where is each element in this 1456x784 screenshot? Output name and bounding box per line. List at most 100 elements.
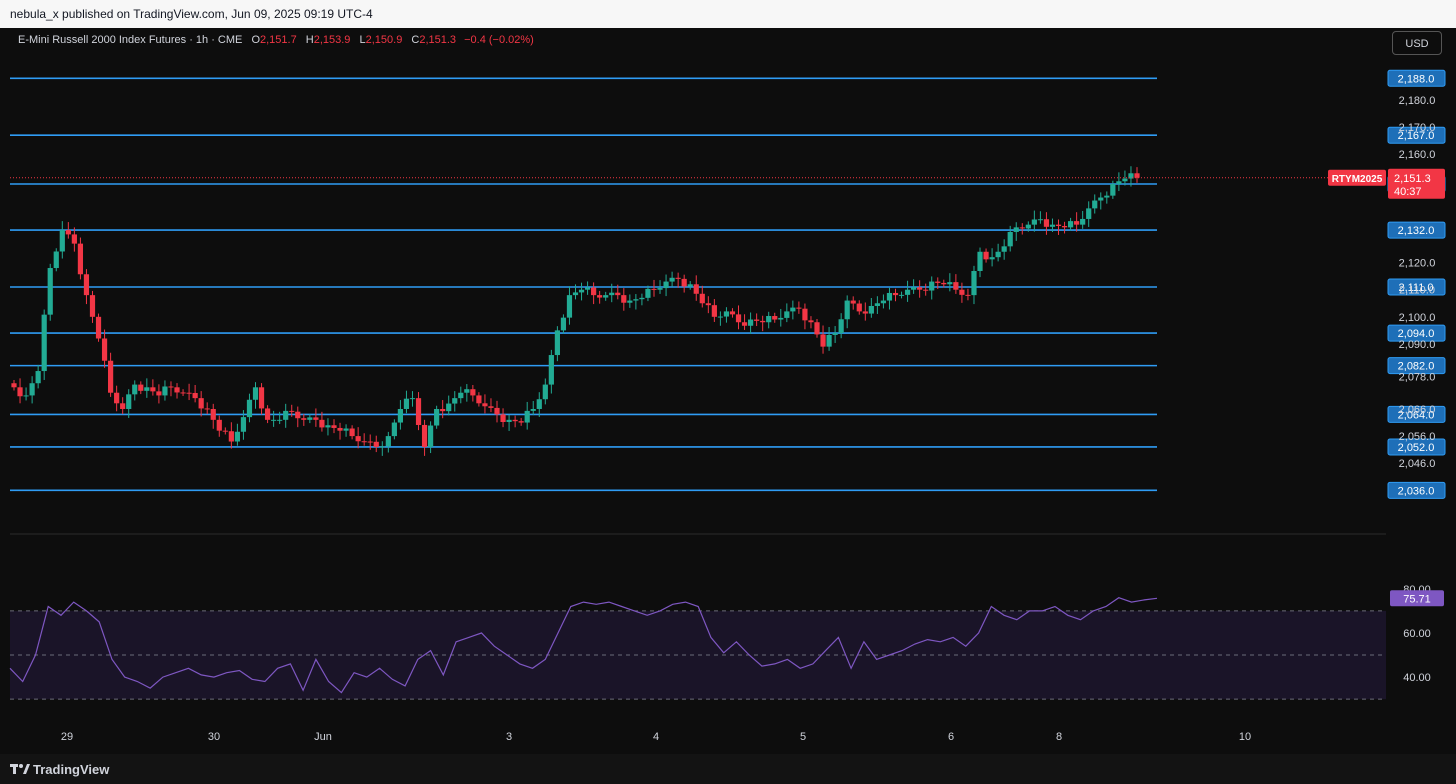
x-tick-label: 10 xyxy=(1239,731,1251,743)
candle-body xyxy=(1061,226,1068,228)
candle-body xyxy=(252,387,259,400)
candle-body xyxy=(337,427,343,431)
candle-body xyxy=(17,387,23,397)
x-tick-label: 4 xyxy=(653,731,659,743)
candle-body xyxy=(1013,227,1019,232)
candle-body xyxy=(77,243,84,275)
candle-body xyxy=(277,419,283,421)
candle-body xyxy=(1104,195,1110,198)
candle-body xyxy=(240,417,247,432)
candle-body xyxy=(826,334,832,347)
candle-body xyxy=(349,428,355,437)
candle-body xyxy=(705,303,711,306)
candle-body xyxy=(542,384,548,400)
candle-body xyxy=(1055,224,1062,227)
level-tag xyxy=(1387,405,1446,423)
candle-body xyxy=(584,287,591,290)
candle-body xyxy=(216,419,222,431)
candle-body xyxy=(156,391,162,396)
candle-body xyxy=(1037,219,1043,221)
candle-body xyxy=(844,300,850,320)
candle-body xyxy=(657,288,663,290)
y-tick-label: 2,046.0 xyxy=(1399,458,1436,470)
candle-body xyxy=(995,251,1001,258)
rsi-value-tag xyxy=(1390,590,1444,607)
candle-body xyxy=(898,294,905,296)
candle-body xyxy=(138,384,144,391)
candle-body xyxy=(965,294,971,296)
rsi-y-tick-label: 40.00 xyxy=(1403,672,1431,684)
candle-body xyxy=(524,410,530,423)
candle-body xyxy=(760,320,766,323)
candle-body xyxy=(1074,221,1080,225)
candle-body xyxy=(198,398,204,409)
candle-body xyxy=(591,287,597,296)
candle-body xyxy=(947,282,953,285)
candle-body xyxy=(307,417,313,420)
level-tag xyxy=(1387,357,1446,375)
candle-body xyxy=(959,289,965,295)
low-value: 2,150.9 xyxy=(365,34,403,46)
candle-body xyxy=(615,292,621,296)
candle-body xyxy=(228,431,234,442)
candle-body xyxy=(180,392,186,394)
candle-body xyxy=(699,293,705,304)
symbol-info[interactable]: E-Mini Russell 2000 Index Futures · 1h ·… xyxy=(18,34,243,46)
candle-body xyxy=(41,314,47,372)
candle-body xyxy=(1128,173,1134,179)
candle-body xyxy=(367,441,373,443)
candle-body xyxy=(941,282,947,285)
publisher-bar: nebula_x published on TradingView.com, J… xyxy=(0,0,1456,28)
change-value: −0.4 (−0.02%) xyxy=(464,34,534,46)
candle-body xyxy=(627,300,633,303)
candle-body xyxy=(440,408,446,412)
candle-body xyxy=(754,319,760,321)
candle-body xyxy=(983,251,989,260)
level-tag xyxy=(1387,126,1446,144)
symbol-tag xyxy=(1328,169,1386,186)
candle-body xyxy=(566,295,573,318)
chart-canvas[interactable]: 2,188.02,167.02,149.02,132.02,111.02,094… xyxy=(0,0,1456,754)
level-tag-label: 2,082.0 xyxy=(1398,361,1435,373)
candle-body xyxy=(108,360,114,393)
candle-body xyxy=(880,300,887,304)
candle-body xyxy=(892,292,899,296)
open-value: 2,151.7 xyxy=(260,34,297,46)
tradingview-logo-icon xyxy=(10,764,30,774)
level-tag-label: 2,188.0 xyxy=(1398,73,1435,85)
y-tick-label: 2,160.0 xyxy=(1399,149,1436,161)
rsi-line xyxy=(9,597,1158,694)
candle-body xyxy=(796,307,802,309)
candle-body xyxy=(1067,221,1074,228)
candle-body xyxy=(929,281,935,291)
candle-body xyxy=(802,308,808,321)
candle-body xyxy=(361,441,367,443)
candle-body xyxy=(409,398,416,400)
candle-body xyxy=(784,311,790,318)
candle-body xyxy=(729,311,736,315)
candle-body xyxy=(71,234,77,244)
candle-body xyxy=(874,303,880,306)
currency-button[interactable]: USD xyxy=(1392,31,1442,55)
candle-body xyxy=(1019,227,1025,229)
level-tag xyxy=(1387,221,1446,239)
candle-body xyxy=(886,292,893,301)
candle-body xyxy=(554,330,560,356)
candle-body xyxy=(1031,219,1037,225)
candle-body xyxy=(295,411,301,419)
candle-body xyxy=(343,428,349,431)
candle-body xyxy=(645,288,651,298)
candle-body xyxy=(536,399,542,409)
level-tag-label: 2,094.0 xyxy=(1398,328,1435,340)
last-price-label: 2,151.3 xyxy=(1394,173,1431,185)
candle-body xyxy=(47,268,53,315)
level-tag xyxy=(1387,278,1446,296)
candle-body xyxy=(572,292,579,296)
candle-body xyxy=(506,419,512,422)
candle-body xyxy=(820,334,826,347)
candle-body xyxy=(693,284,699,294)
candle-body xyxy=(639,297,645,300)
candle-body xyxy=(373,441,379,447)
candle-body xyxy=(1007,231,1013,247)
candle-body xyxy=(1098,197,1104,201)
